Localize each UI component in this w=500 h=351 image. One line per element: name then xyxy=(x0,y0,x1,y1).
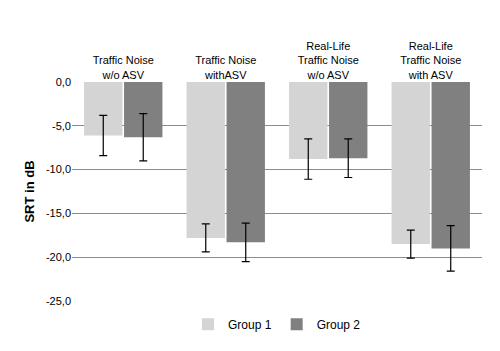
svg-text:Traffic Noisew/o ASV: Traffic Noisew/o ASV xyxy=(93,55,154,81)
svg-text:Real-LifeTraffic Noisewith ASV: Real-LifeTraffic Noisewith ASV xyxy=(400,40,461,81)
svg-text:Group 2: Group 2 xyxy=(317,318,361,332)
svg-text:-10,0: -10,0 xyxy=(46,163,71,175)
svg-text:Group 1: Group 1 xyxy=(228,318,272,332)
svg-text:-15,0: -15,0 xyxy=(46,207,71,219)
svg-text:-25,0: -25,0 xyxy=(46,295,71,307)
svg-text:-20,0: -20,0 xyxy=(46,251,71,263)
svg-text:SRT in dB: SRT in dB xyxy=(22,160,37,222)
svg-text:Traffic NoisewithASV: Traffic NoisewithASV xyxy=(195,55,256,81)
svg-text:0,0: 0,0 xyxy=(56,76,71,88)
svg-text:-5,0: -5,0 xyxy=(52,120,71,132)
svg-text:Real-LifeTraffic Noisew/o ASV: Real-LifeTraffic Noisew/o ASV xyxy=(298,40,359,81)
